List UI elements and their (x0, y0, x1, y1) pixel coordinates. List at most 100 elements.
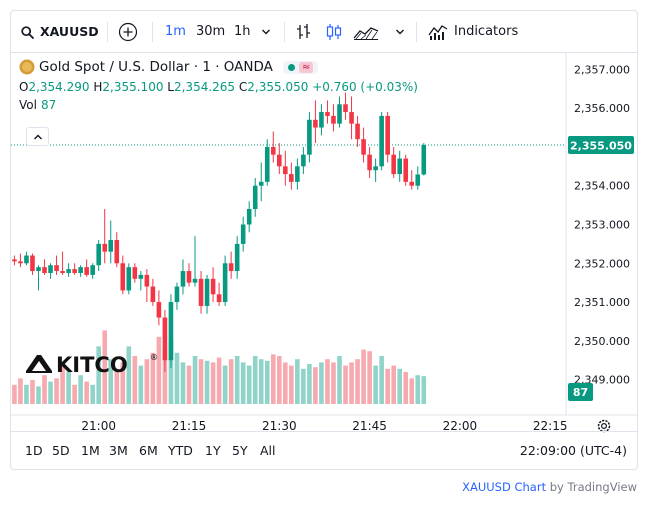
compare-button[interactable] (118, 11, 138, 53)
toolbar-divider (152, 22, 153, 42)
range-ytd[interactable]: YTD (168, 443, 193, 458)
volume-bar (108, 359, 114, 404)
indicators-label: Indicators (454, 24, 519, 39)
candle-body (90, 265, 95, 275)
collapse-legend-button[interactable] (26, 127, 49, 146)
candle-body (222, 263, 228, 303)
volume-bar (48, 381, 53, 404)
candle-body (132, 267, 138, 279)
range-6m[interactable]: 6M (139, 443, 158, 458)
candle-body (78, 267, 83, 273)
open-label: O (19, 80, 29, 94)
bars-style-button[interactable] (295, 11, 313, 53)
range-1y[interactable]: 1Y (205, 443, 221, 458)
candle-body (385, 115, 390, 155)
volume-bar (385, 368, 390, 404)
volume-legend: Vol 87 (19, 98, 418, 112)
symbol-chart-link[interactable]: XAUUSD Chart (462, 480, 547, 494)
range-all[interactable]: All (260, 443, 276, 458)
chart-style-dropdown[interactable] (395, 11, 405, 53)
area-style-button[interactable] (353, 11, 379, 53)
ohlc-values: O2,354.290 H2,355.100 L2,354.265 C2,355.… (19, 80, 418, 94)
last-price-label: 2,355.050 (570, 140, 632, 153)
candle-body (379, 115, 384, 167)
volume-bar (126, 346, 132, 404)
timezone-clock[interactable]: 22:09:00 (UTC-4) (519, 443, 627, 458)
volume-bar (397, 368, 402, 404)
x-tick-label: 21:45 (352, 419, 387, 433)
candle-body (30, 255, 35, 272)
candle-body (295, 166, 300, 182)
candle-body (18, 261, 23, 264)
interval-dropdown[interactable] (261, 11, 271, 53)
candle-body (331, 115, 336, 124)
volume-bar (198, 359, 204, 404)
interval-1h[interactable]: 1h (234, 24, 251, 39)
volume-bar (409, 378, 415, 404)
candle-body (96, 243, 101, 266)
candle-body (264, 146, 270, 182)
candle-body (174, 286, 180, 303)
range-1m[interactable]: 1M (81, 443, 100, 458)
interval-30m[interactable]: 30m (196, 24, 226, 39)
volume-bar (234, 356, 240, 404)
settings-gear-icon[interactable] (597, 419, 611, 433)
toolbar-divider (416, 22, 417, 42)
y-tick-label: 2,354.000 (574, 180, 630, 193)
interval-1m[interactable]: 1m (165, 24, 186, 39)
range-3m[interactable]: 3M (109, 443, 128, 458)
y-tick-label: 2,353.000 (574, 219, 630, 232)
symbol-search[interactable]: XAUUSD (21, 11, 99, 53)
volume-bar (168, 340, 174, 404)
indicators-icon (428, 25, 448, 40)
volume-bar (180, 362, 186, 404)
volume-bar (114, 368, 120, 404)
volume-bar (72, 384, 77, 404)
candle-body (210, 278, 216, 295)
volume-bar (36, 386, 41, 404)
volume-bar (349, 362, 354, 404)
candle-body (150, 286, 156, 303)
y-tick-label: 2,350.000 (574, 335, 630, 348)
area-chart-icon (353, 26, 379, 40)
volume-bar (240, 362, 246, 404)
volume-bar (174, 352, 180, 404)
candle-body (397, 158, 402, 175)
candle-body (114, 240, 120, 264)
candle-body (319, 112, 324, 128)
candle-body (228, 263, 234, 272)
volume-bar (258, 359, 264, 404)
range-5y[interactable]: 5Y (232, 443, 248, 458)
volume-bar (379, 356, 384, 404)
market-status[interactable]: ≈ (282, 60, 319, 74)
range-5d[interactable]: 5D (52, 443, 70, 458)
volume-bar (90, 384, 95, 404)
volume-bar (132, 356, 138, 404)
change-value: +0.760 (+0.03%) (312, 80, 418, 94)
volume-bar (264, 360, 270, 404)
volume-bar (331, 362, 336, 404)
last-price-badge (568, 136, 634, 154)
volume-bar (66, 372, 71, 404)
volume-label: Vol (19, 98, 37, 112)
candle-body (138, 274, 144, 279)
candle-body (24, 255, 29, 264)
candle-body (72, 269, 77, 273)
candle-body (66, 269, 71, 273)
candle-body (258, 181, 264, 186)
volume-badge (568, 383, 593, 401)
volume-bar (246, 365, 252, 404)
indicators-button[interactable]: Indicators (428, 11, 518, 53)
data-status-pill: ≈ (298, 61, 314, 73)
candles-style-button[interactable] (325, 11, 343, 53)
volume-bar (162, 349, 168, 404)
candle-body (48, 265, 53, 273)
candles-icon (326, 23, 342, 40)
search-icon (21, 25, 34, 39)
volume-bar (343, 365, 348, 404)
price-chart[interactable]: KITCO®2,357.0002,356.0002,355.0002,354.0… (11, 53, 637, 433)
chevron-down-icon (396, 29, 404, 34)
close-label: C (238, 80, 248, 94)
candle-body (289, 174, 294, 182)
range-1d[interactable]: 1D (25, 443, 43, 458)
